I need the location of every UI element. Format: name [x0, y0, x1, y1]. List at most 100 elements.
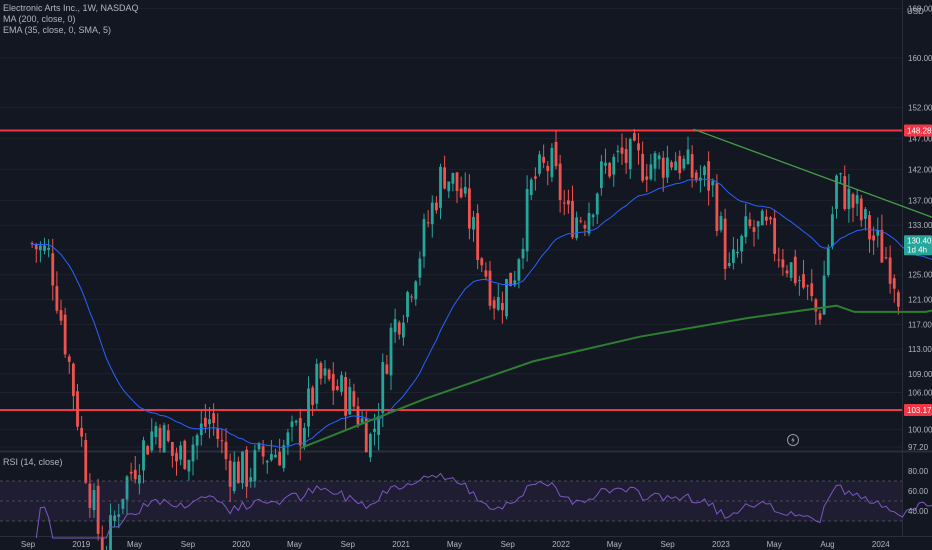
- time-tick-label: Sep: [501, 540, 516, 549]
- candle-body: [100, 537, 104, 550]
- candle-body: [253, 450, 257, 482]
- candle-body: [748, 219, 752, 227]
- candle-body: [335, 386, 339, 390]
- candle-body: [727, 262, 731, 266]
- rsi-legend[interactable]: RSI (14, close): [3, 457, 63, 467]
- candle-body: [410, 296, 414, 298]
- price-tick-label: 113.00: [908, 345, 932, 354]
- candle-body: [876, 230, 880, 236]
- candle-body: [872, 235, 876, 241]
- candle-body: [212, 413, 216, 423]
- candle-body: [591, 214, 595, 218]
- candle-body: [430, 202, 434, 225]
- last-price-tag: [904, 235, 932, 256]
- candle-body: [575, 217, 579, 239]
- candle-body: [595, 193, 599, 215]
- candle-body: [455, 172, 459, 191]
- candle-body: [183, 440, 187, 469]
- candle-body: [315, 363, 319, 404]
- candle-body: [88, 483, 92, 508]
- candle-body: [117, 514, 121, 517]
- price-tick-label: 142.00: [908, 165, 932, 174]
- candle-body: [711, 181, 715, 186]
- time-tick-label: May: [287, 540, 302, 549]
- candle-body: [546, 165, 550, 171]
- price-tick-label: 117.00: [908, 320, 932, 329]
- candle-body: [628, 139, 632, 170]
- candle-body: [195, 435, 199, 446]
- candle-body: [538, 154, 541, 174]
- level-tag-label: 148.28: [907, 127, 932, 136]
- candle-body: [344, 376, 348, 416]
- price-tick-label: 168.00: [908, 4, 932, 13]
- candle-body: [839, 173, 843, 175]
- ema-legend[interactable]: EMA (35, close, 0, SMA, 5): [3, 25, 112, 35]
- candle-body: [884, 257, 888, 259]
- candle-body: [550, 147, 554, 178]
- candle-body: [241, 451, 244, 483]
- candle-body: [80, 427, 84, 437]
- candle-body: [142, 440, 145, 471]
- candle-body: [220, 440, 224, 442]
- candle-body: [422, 219, 426, 257]
- price-tick-label: 147.00: [908, 134, 932, 143]
- candle-body: [896, 292, 900, 307]
- candle-body: [166, 430, 170, 441]
- lightning-icon[interactable]: [787, 434, 799, 446]
- candle-body: [224, 441, 228, 460]
- candle-body: [525, 189, 529, 252]
- candle-body: [307, 388, 310, 427]
- symbol-title[interactable]: Electronic Arts Inc., 1W, NASDAQ: [3, 3, 139, 13]
- candle-body: [496, 297, 500, 310]
- time-tick-label: May: [127, 540, 142, 549]
- trend-line: [693, 128, 932, 218]
- time-tick-label: May: [607, 540, 622, 549]
- candle-body: [777, 259, 781, 261]
- candle-body: [385, 364, 389, 374]
- candle-body: [63, 314, 67, 355]
- candle-body: [868, 215, 871, 240]
- candle-body: [529, 179, 533, 196]
- candle-body: [319, 363, 323, 379]
- time-tick-label: 2021: [392, 540, 410, 549]
- candle-body: [154, 426, 158, 437]
- candle-body: [653, 153, 657, 169]
- time-axis[interactable]: Sep 2019 May Sep 2020 May Sep 2021 May Sep 2022 May…: [21, 540, 890, 549]
- candle-body: [418, 258, 422, 278]
- candle-body: [265, 460, 269, 463]
- candle-body: [604, 162, 607, 166]
- candle-body: [694, 172, 698, 180]
- candle-body: [505, 279, 508, 317]
- time-tick-label: 2023: [712, 540, 730, 549]
- price-axis[interactable]: 97.20 100.00 106.00 109.00 113.00 117.00 121.0…: [908, 4, 932, 516]
- ema-35-line: [32, 178, 932, 448]
- candle-body: [826, 248, 830, 276]
- candle-body: [509, 272, 513, 287]
- rsi-line: [35, 472, 932, 539]
- candle-body: [51, 253, 55, 286]
- candle-body: [797, 280, 801, 282]
- candlestick-series: [30, 129, 900, 550]
- time-tick-label: Sep: [660, 540, 675, 549]
- time-tick-label: 2019: [72, 540, 90, 549]
- candle-body: [170, 442, 174, 456]
- candle-body: [892, 278, 896, 289]
- candle-body: [443, 167, 447, 189]
- candle-body: [278, 451, 282, 466]
- candle-body: [558, 163, 562, 200]
- candle-body: [368, 433, 372, 458]
- candle-body: [463, 186, 467, 194]
- candle-body: [835, 175, 838, 209]
- candle-body: [286, 432, 290, 446]
- candle-body: [208, 419, 211, 425]
- candle-body: [113, 515, 117, 521]
- candle-body: [616, 150, 620, 153]
- candle-body: [302, 427, 306, 448]
- candle-body: [269, 453, 273, 461]
- candle-body: [682, 158, 686, 169]
- time-tick-label: May: [767, 540, 782, 549]
- candle-body: [698, 177, 702, 181]
- ma-legend[interactable]: MA (200, close, 0): [3, 14, 76, 24]
- candle-body: [847, 188, 851, 210]
- candle-body: [199, 423, 203, 436]
